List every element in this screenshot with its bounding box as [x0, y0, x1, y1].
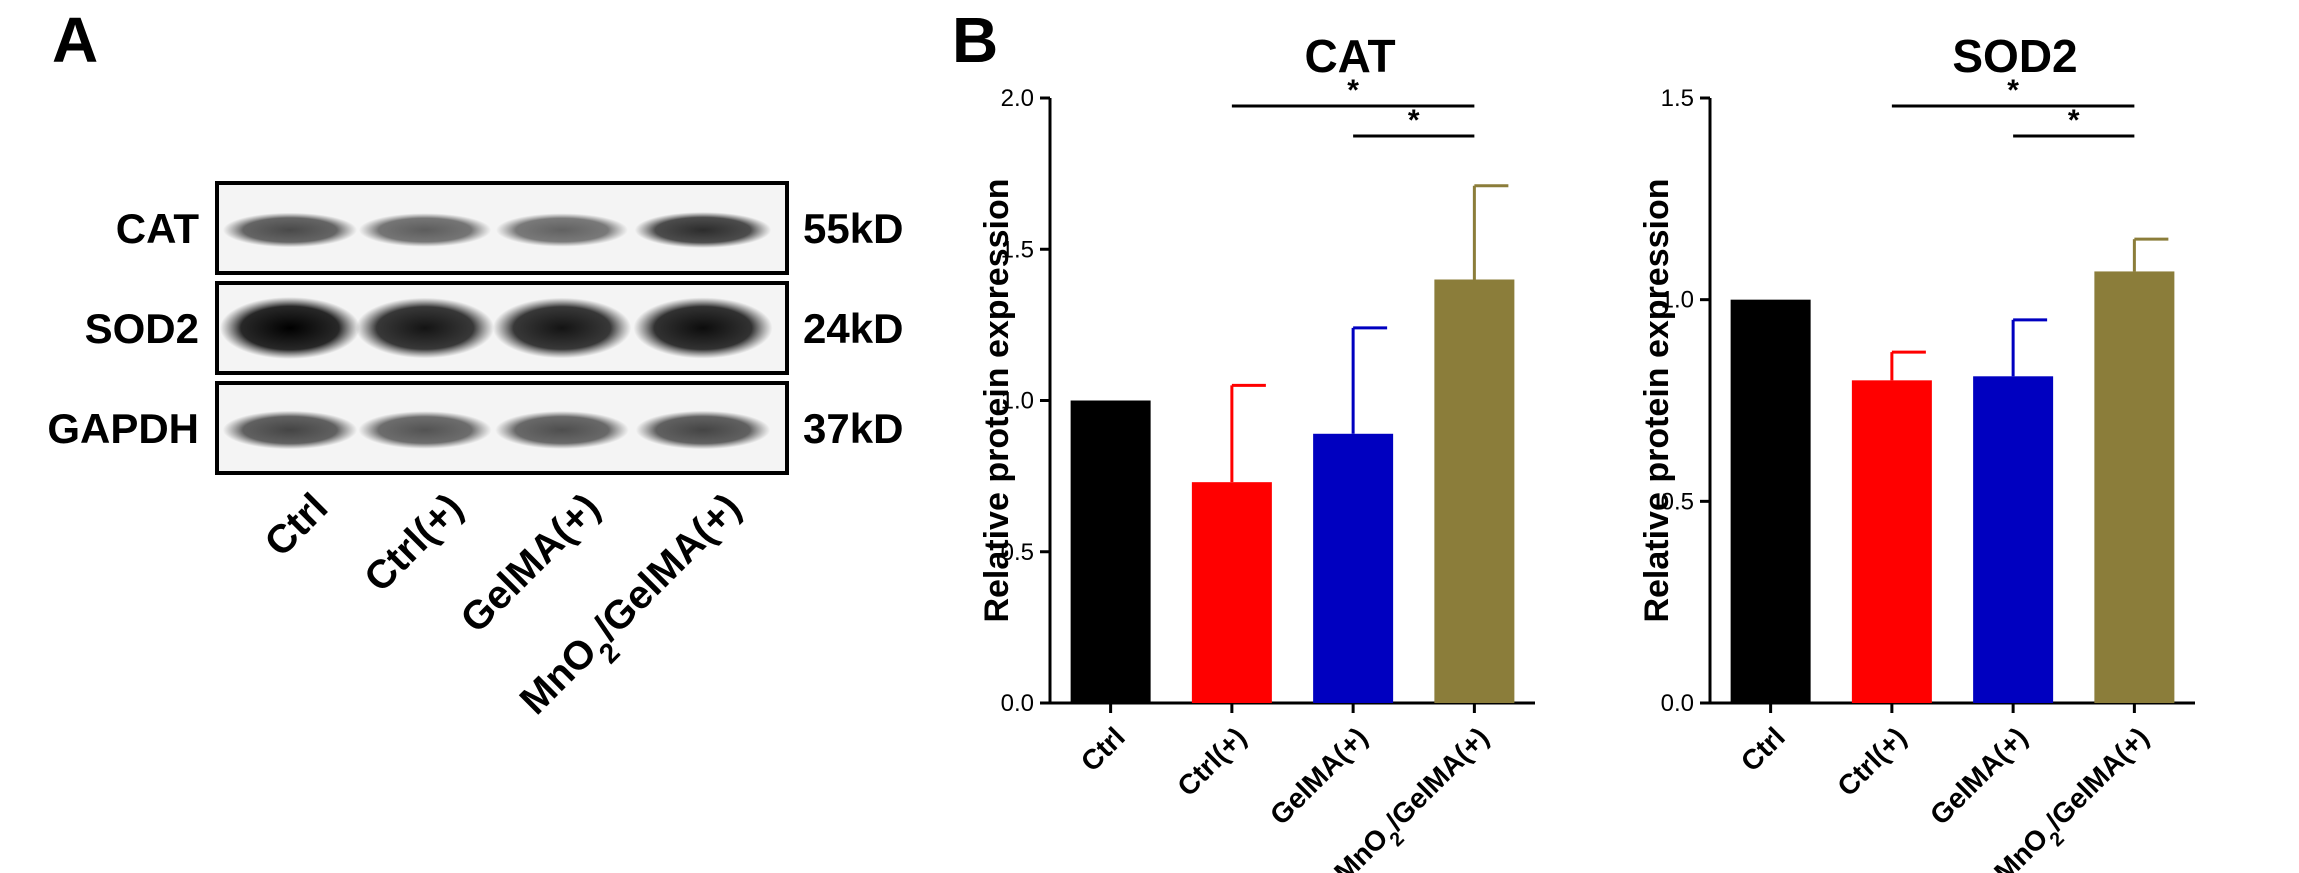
- sod2-x-tick-label-ctrl: Ctrl: [1735, 721, 1791, 777]
- blot-size-label-gapdh: 37kD: [803, 405, 903, 452]
- sod2-y-tick-label-3: 1.5: [1661, 85, 1694, 112]
- cat-x-tick-label-ctrl: Ctrl: [1075, 721, 1131, 777]
- sod2-y-tick-label-1: 0.5: [1661, 488, 1694, 515]
- chart-sod2: SOD2 Relative protein expression 0.0 0.5 1.0…: [1638, 30, 2195, 873]
- cat-y-tick-label-2: 1.0: [1001, 388, 1034, 415]
- cat-x-tick-label-ctrl: Ctrl(+): [1171, 721, 1252, 802]
- sod2-y-tick-label-0: 0.0: [1661, 690, 1694, 717]
- sod2-chart-title: SOD2: [1952, 30, 2077, 82]
- blot-size-label-cat: 55kD: [803, 205, 903, 252]
- blot-band-sod2-gelma: [492, 297, 632, 359]
- sod2-x-tick-label-ctrl: Ctrl(+): [1831, 721, 1912, 802]
- blot-lane-label-ctrl: Ctrl: [257, 485, 337, 565]
- blot-size-label-sod2: 24kD: [803, 305, 903, 352]
- blot-protein-label-cat: CAT: [116, 205, 200, 252]
- sod2-bar-ctrl: [1851, 380, 1932, 703]
- cat-bar-ctrl: [1070, 400, 1151, 703]
- chart-cat: CAT Relative protein expression 0.0 0.5 1.0 1…: [978, 30, 1535, 873]
- blot-band-cat-ctrl: [223, 212, 357, 248]
- sod2-significance-star-0: *: [2007, 74, 2019, 107]
- cat-bar-gelma: [1313, 433, 1394, 703]
- sod2-bar-mno2-gelma: [2094, 271, 2175, 703]
- sod2-x-tick-label-gelma: GelMA(+): [1924, 721, 2033, 830]
- cat-x-tick-label-gelma: GelMA(+): [1264, 721, 1373, 830]
- cat-significance-star-1: *: [1408, 104, 1420, 137]
- cat-chart-title: CAT: [1304, 30, 1395, 82]
- blot-band-cat-ctrl: [358, 213, 492, 247]
- cat-y-tick-label-0: 0.0: [1001, 690, 1034, 717]
- blot-band-gapdh-ctrl: [222, 410, 358, 450]
- panel-a-label: A: [52, 4, 98, 76]
- sod2-y-axis-label: Relative protein expression: [1638, 178, 1676, 622]
- cat-bar-ctrl: [1191, 482, 1272, 703]
- sod2-bar-gelma: [1973, 376, 2054, 703]
- cat-y-tick-label-3: 1.5: [1001, 236, 1034, 263]
- blot-band-sod2-mno2-gelma: [633, 297, 773, 359]
- blot-lane-label-ctrl: Ctrl(+): [356, 485, 471, 600]
- cat-bar-mno2-gelma: [1434, 279, 1515, 703]
- sod2-y-tick-label-2: 1.0: [1661, 287, 1694, 314]
- cat-y-axis-label: Relative protein expression: [978, 178, 1016, 622]
- blot-band-sod2-ctrl: [220, 297, 360, 359]
- blot-protein-label-gapdh: GAPDH: [47, 405, 199, 452]
- blot-band-cat-mno2-gelma: [634, 212, 772, 248]
- cat-significance-star-0: *: [1347, 74, 1359, 107]
- blot-band-gapdh-mno2-gelma: [635, 410, 771, 450]
- sod2-significance-star-1: *: [2068, 104, 2080, 137]
- cat-y-tick-label-1: 0.5: [1001, 539, 1034, 566]
- blot-band-gapdh-gelma: [495, 411, 629, 449]
- sod2-bar-ctrl: [1730, 299, 1811, 703]
- blot-band-sod2-ctrl: [355, 297, 495, 359]
- panel-b-label: B: [952, 4, 998, 76]
- blot-band-cat-gelma: [496, 213, 628, 247]
- cat-y-tick-label-4: 2.0: [1001, 85, 1034, 112]
- blot-protein-label-sod2: SOD2: [85, 305, 199, 352]
- blot-band-gapdh-ctrl: [358, 411, 492, 449]
